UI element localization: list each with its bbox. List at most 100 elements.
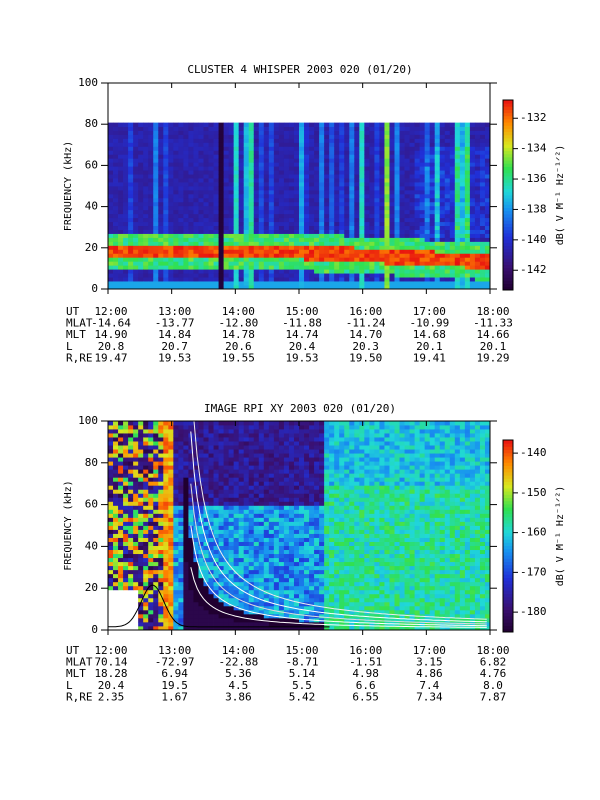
spectrogram-cell <box>394 273 400 278</box>
spectrogram-cell <box>479 126 486 131</box>
spectrogram-cell <box>173 597 179 603</box>
spectrogram-cell <box>193 497 199 502</box>
spectrogram-cell <box>178 481 184 486</box>
spectrogram-cell <box>248 505 255 510</box>
spectrogram-cell <box>128 529 134 534</box>
spectrogram-cell <box>113 122 119 127</box>
spectrogram-cell <box>123 122 129 127</box>
spectrogram-cell <box>253 485 260 490</box>
spectrogram-cell <box>188 130 194 135</box>
spectrogram-cell <box>258 197 265 203</box>
spectrogram-cell <box>198 166 204 171</box>
spectrogram-cell <box>394 170 400 175</box>
spectrogram-cell <box>108 449 114 454</box>
spectrogram-cell <box>439 249 446 254</box>
spectrogram-cell <box>218 473 225 478</box>
spectrogram-cell <box>253 625 260 631</box>
spectrogram-cell <box>228 241 235 246</box>
spectrogram-cell <box>188 489 194 494</box>
spectrogram-cell <box>223 154 230 159</box>
spectrogram-cell <box>233 589 240 595</box>
spectrogram-cell <box>128 237 134 242</box>
spectrogram-cell <box>283 213 290 219</box>
spectrogram-cell <box>138 505 144 510</box>
spectrogram-cell <box>238 493 245 498</box>
spectrogram <box>108 122 491 290</box>
spectrogram-cell <box>188 449 194 454</box>
spectrogram-cell <box>409 217 416 223</box>
spectrogram-cell <box>248 461 255 466</box>
spectrogram-cell <box>339 189 345 195</box>
spectrogram-cell <box>299 134 305 139</box>
spectrogram-cell <box>163 233 169 238</box>
spectrogram-cell <box>329 249 335 254</box>
spectrogram-cell <box>344 209 350 215</box>
spectrogram-cell <box>203 146 209 151</box>
spectrogram-cell <box>484 225 491 230</box>
spectrogram-cell <box>113 178 119 183</box>
spectrogram-cell <box>203 485 209 490</box>
spectrogram-cell <box>359 265 365 270</box>
spectrogram-cell <box>183 201 189 207</box>
spectrogram-cell <box>203 453 209 458</box>
spectrogram-cell <box>253 457 260 462</box>
spectrogram-cell <box>238 433 245 438</box>
spectrogram-cell <box>108 529 114 534</box>
spectrogram-cell <box>173 473 179 478</box>
spectrogram-cell <box>218 265 225 270</box>
spectrogram-cell <box>314 134 320 139</box>
spectrogram-cell <box>213 465 219 470</box>
spectrogram-cell <box>163 170 169 175</box>
spectrogram-cell <box>299 237 305 242</box>
spectrogram-cell <box>158 126 164 131</box>
spectrogram-cell <box>379 174 385 179</box>
spectrogram-cell <box>153 174 159 179</box>
spectrogram-cell <box>228 477 235 482</box>
spectrogram-cell <box>349 285 355 290</box>
colorbar-cell <box>503 153 513 158</box>
spectrogram-cell <box>474 158 481 163</box>
spectrogram-cell <box>168 569 174 575</box>
spectrogram-cell <box>123 158 129 163</box>
spectrogram-cell <box>293 158 300 163</box>
spectrogram-cell <box>419 122 426 127</box>
spectrogram-cell <box>253 605 260 611</box>
spectrogram-cell <box>233 134 240 139</box>
spectrogram-cell <box>384 174 390 179</box>
spectrogram-cell <box>188 585 194 591</box>
spectrogram-cell <box>193 150 199 155</box>
spectrogram-cell <box>148 613 154 619</box>
spectrogram-cell <box>108 138 114 143</box>
spectrogram-cell <box>293 189 300 195</box>
spectrogram-cell <box>258 166 265 171</box>
spectrogram-cell <box>178 593 184 599</box>
spectrogram-cell <box>213 162 219 167</box>
spectrogram-cell <box>228 465 235 470</box>
spectrogram-cell <box>183 178 189 183</box>
spectrogram-cell <box>404 245 410 250</box>
spectrogram-cell <box>203 213 209 219</box>
spectrogram-cell <box>268 225 275 230</box>
spectrogram-cell <box>243 154 250 159</box>
spectrogram-cell <box>359 122 365 127</box>
spectrogram-cell <box>464 201 471 207</box>
spectrogram-cell <box>203 285 209 290</box>
spectrogram-cell <box>138 441 144 446</box>
spectrogram-cell <box>399 213 405 219</box>
spectrogram-cell <box>178 205 184 211</box>
spectrogram-cell <box>143 613 149 619</box>
spectrogram-cell <box>133 437 139 442</box>
spectrogram-cell <box>268 189 275 195</box>
spectrogram-cell <box>233 178 240 183</box>
spectrogram-cell <box>158 201 164 207</box>
spectrogram-cell <box>304 237 310 242</box>
spectrogram-cell <box>218 253 225 258</box>
spectrogram-cell <box>238 285 245 290</box>
spectrogram-cell <box>304 253 310 258</box>
spectrogram-cell <box>108 237 114 242</box>
spectrogram-cell <box>364 197 370 203</box>
spectrogram-cell <box>464 166 471 171</box>
spectrogram-cell <box>334 249 340 254</box>
spectrogram-cell <box>193 285 199 290</box>
spectrogram-cell <box>469 253 476 258</box>
